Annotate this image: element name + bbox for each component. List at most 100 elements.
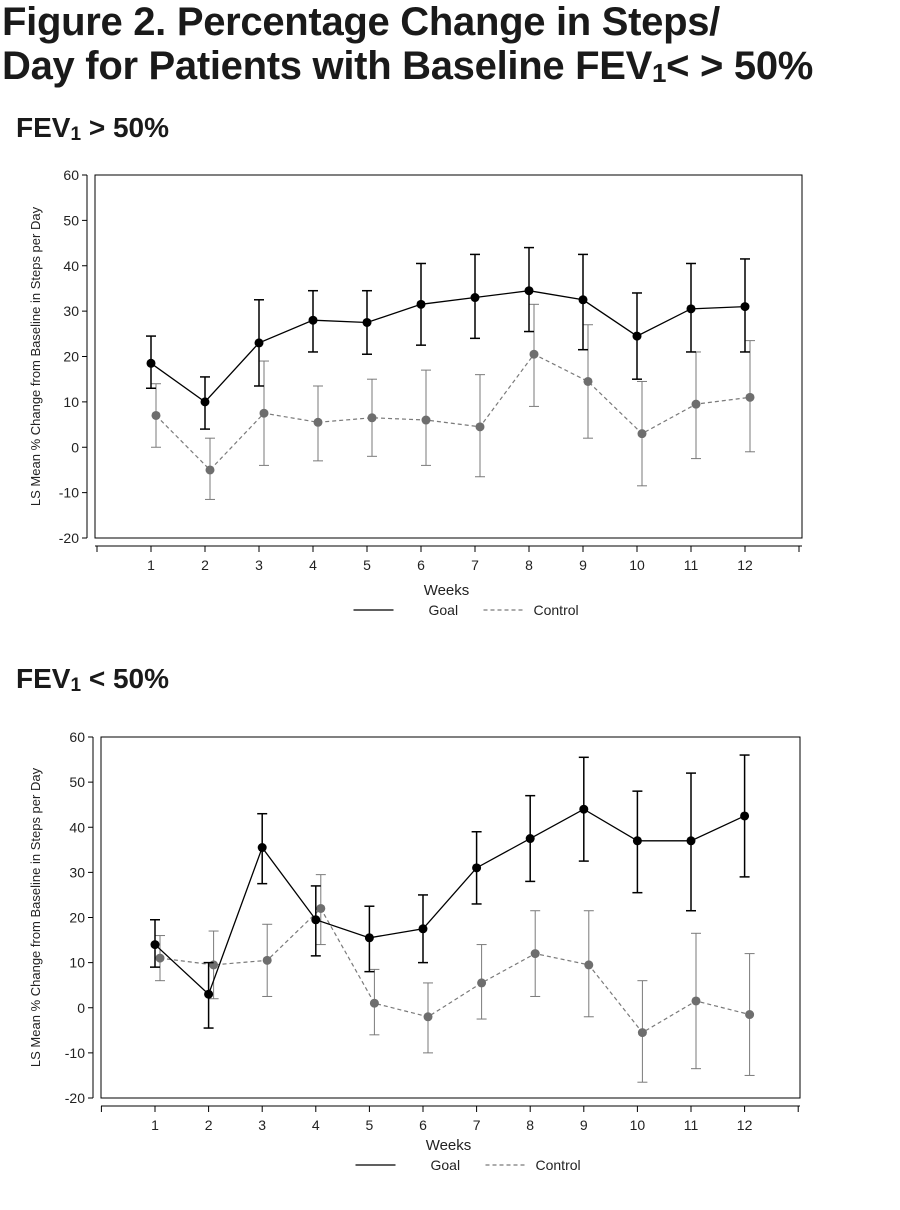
panel-heading-subscript: 1 <box>70 124 82 145</box>
control-point <box>209 960 219 970</box>
control-point <box>367 413 377 423</box>
control-point <box>745 1010 755 1020</box>
x-tick-label: 5 <box>366 1117 374 1133</box>
y-tick-label: 10 <box>63 394 79 410</box>
goal-point <box>525 834 535 844</box>
y-axis-title: LS Mean % Change from Baseline in Steps … <box>28 206 43 506</box>
control-point <box>369 998 379 1008</box>
x-tick-label: 2 <box>205 1117 213 1133</box>
plot-frame <box>100 736 801 1099</box>
x-tick-label: 11 <box>684 1117 699 1133</box>
goal-point <box>146 358 156 368</box>
x-tick-label: 8 <box>525 557 533 573</box>
x-tick-label: 2 <box>201 557 209 573</box>
goal-point <box>257 843 267 853</box>
goal-point <box>579 804 589 814</box>
legend-goal-label: Goal <box>429 602 459 618</box>
y-tick-label: 20 <box>63 349 79 365</box>
goal-point <box>416 299 426 309</box>
goal-point <box>254 338 264 348</box>
y-tick-label: -20 <box>65 1090 85 1106</box>
control-series-line <box>159 907 750 1034</box>
control-point <box>475 422 485 432</box>
control-point <box>262 955 272 965</box>
x-tick-label: 9 <box>579 557 587 573</box>
control-point <box>155 953 165 963</box>
y-tick-label: 50 <box>69 774 85 790</box>
control-series-line <box>155 353 751 471</box>
control-point <box>637 429 647 439</box>
goal-point <box>632 836 642 846</box>
y-tick-label: 30 <box>63 303 79 319</box>
goal-point <box>470 293 480 303</box>
goal-point <box>632 331 642 341</box>
figure-title-line-1: Figure 2. Percentage Change in Steps/ <box>2 0 720 44</box>
y-tick-label: -20 <box>59 530 79 546</box>
figure-title-line-2-suffix: < > 50% <box>666 44 814 88</box>
control-point <box>151 410 161 420</box>
x-axis-title: Weeks <box>426 1137 472 1154</box>
panel-heading-fev1-below-50: FEV1 < 50% <box>16 663 169 695</box>
control-point <box>637 1028 647 1038</box>
control-point <box>259 408 269 418</box>
y-tick-label: 40 <box>69 819 85 835</box>
x-tick-label: 9 <box>580 1117 588 1133</box>
x-tick-label: 12 <box>737 1117 753 1133</box>
goal-point <box>418 924 428 934</box>
goal-series-line <box>154 808 745 996</box>
control-point <box>583 376 593 386</box>
goal-series-line <box>150 290 746 403</box>
control-point <box>313 417 323 427</box>
y-tick-label: 50 <box>63 212 79 228</box>
x-tick-label: 7 <box>473 1117 481 1133</box>
x-tick-label: 3 <box>255 557 263 573</box>
goal-point <box>150 940 160 950</box>
x-tick-label: 10 <box>629 557 645 573</box>
control-point <box>529 349 539 359</box>
panel-heading-suffix: < 50% <box>81 663 169 694</box>
x-tick-label: 5 <box>363 557 371 573</box>
y-tick-label: 40 <box>63 258 79 274</box>
control-point <box>423 1012 433 1022</box>
control-point <box>205 465 215 475</box>
goal-point <box>686 836 696 846</box>
y-tick-label: -10 <box>59 485 79 501</box>
x-tick-label: 11 <box>684 557 699 573</box>
goal-point <box>472 863 482 873</box>
y-tick-label: 60 <box>69 729 85 745</box>
panel-heading-fev1-above-50: FEV1 > 50% <box>16 112 169 144</box>
x-tick-label: 6 <box>419 1117 427 1133</box>
x-tick-label: 4 <box>309 557 317 573</box>
y-axis-title: LS Mean % Change from Baseline in Steps … <box>28 767 43 1067</box>
legend-goal-label: Goal <box>431 1157 461 1173</box>
x-tick-label: 7 <box>471 557 479 573</box>
figure-title-line-2: Day for Patients with Baseline FEV1< > 5… <box>2 44 892 88</box>
control-point <box>477 978 487 988</box>
y-tick-label: 20 <box>69 910 85 926</box>
chart-fev1-below-50: 1 2 3 4 5 6 7 8 9 10 11 12-20-100102030405060WeeksL… <box>28 729 801 1173</box>
goal-point <box>740 302 750 312</box>
goal-point <box>740 811 750 821</box>
goal-point <box>308 315 318 325</box>
goal-point <box>311 915 321 925</box>
plot-frame <box>94 174 803 539</box>
x-tick-label: 1 <box>151 1117 159 1133</box>
control-point <box>530 949 540 959</box>
control-point <box>421 415 431 425</box>
figure-title-line-2-text: Day for Patients with Baseline FEV <box>2 44 652 88</box>
x-tick-label: 4 <box>312 1117 320 1133</box>
x-tick-label: 8 <box>526 1117 534 1133</box>
legend-control-label: Control <box>536 1157 581 1173</box>
x-tick-label: 6 <box>417 557 425 573</box>
legend-control-label: Control <box>534 602 579 618</box>
panel-heading-suffix: > 50% <box>81 112 169 143</box>
goal-point <box>524 286 534 296</box>
goal-point <box>204 989 214 999</box>
control-point <box>745 392 755 402</box>
x-tick-label: 3 <box>258 1117 266 1133</box>
x-tick-label: 10 <box>630 1117 646 1133</box>
goal-point <box>364 933 374 943</box>
goal-point <box>362 317 372 327</box>
y-tick-label: 10 <box>69 955 85 971</box>
y-tick-label: 0 <box>77 1000 85 1016</box>
